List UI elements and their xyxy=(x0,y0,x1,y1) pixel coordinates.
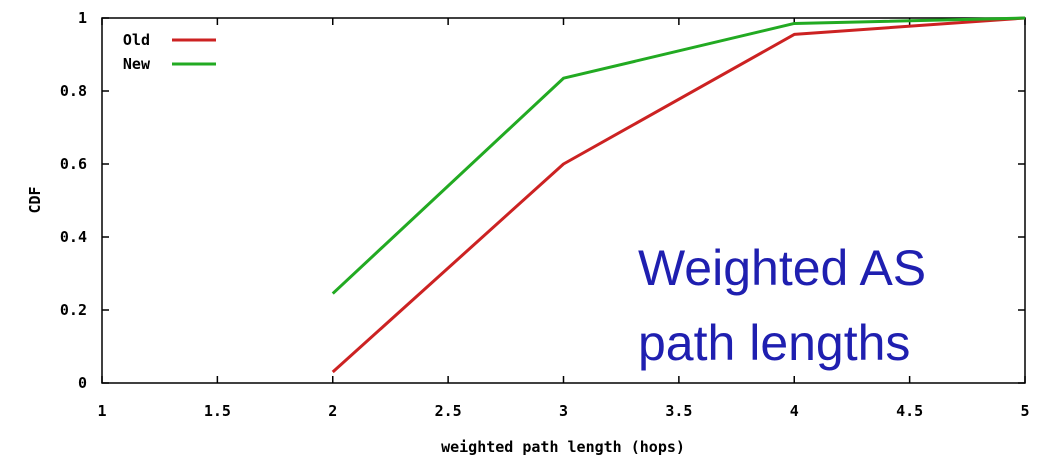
y-axis-label: CDF xyxy=(26,186,44,213)
x-tick-label: 2.5 xyxy=(435,402,462,420)
axes: 1 1.5 2 2.5 3 3.5 4 4.5 5 0 0.2 0.4 0.6 0.8 1 xyxy=(60,9,1030,420)
x-tick-label: 3.5 xyxy=(665,402,692,420)
y-tick-label: 0.2 xyxy=(60,301,87,319)
x-tick-label: 3 xyxy=(559,402,568,420)
y-tick-label: 0.8 xyxy=(60,82,87,100)
y-tick-label: 1 xyxy=(78,9,87,27)
annotation-line-2: path lengths xyxy=(638,315,910,371)
x-tick-label: 5 xyxy=(1020,402,1029,420)
x-tick-label: 2 xyxy=(328,402,337,420)
legend-label-old: Old xyxy=(123,31,150,49)
legend-label-new: New xyxy=(123,55,151,73)
x-tick-label: 4.5 xyxy=(896,402,923,420)
x-axis-label: weighted path length (hops) xyxy=(441,438,685,456)
x-tick-label: 1 xyxy=(97,402,106,420)
y-tick-label: 0 xyxy=(78,374,87,392)
x-tick-label: 4 xyxy=(790,402,799,420)
y-tick-label: 0.4 xyxy=(60,228,87,246)
series-lines xyxy=(331,16,1026,374)
series-line-old xyxy=(331,16,1026,374)
annotation-line-1: Weighted AS xyxy=(638,240,926,296)
series-line-new xyxy=(331,16,1026,295)
legend: Old New xyxy=(123,31,216,73)
x-tick-label: 1.5 xyxy=(204,402,231,420)
y-tick-label: 0.6 xyxy=(60,155,87,173)
